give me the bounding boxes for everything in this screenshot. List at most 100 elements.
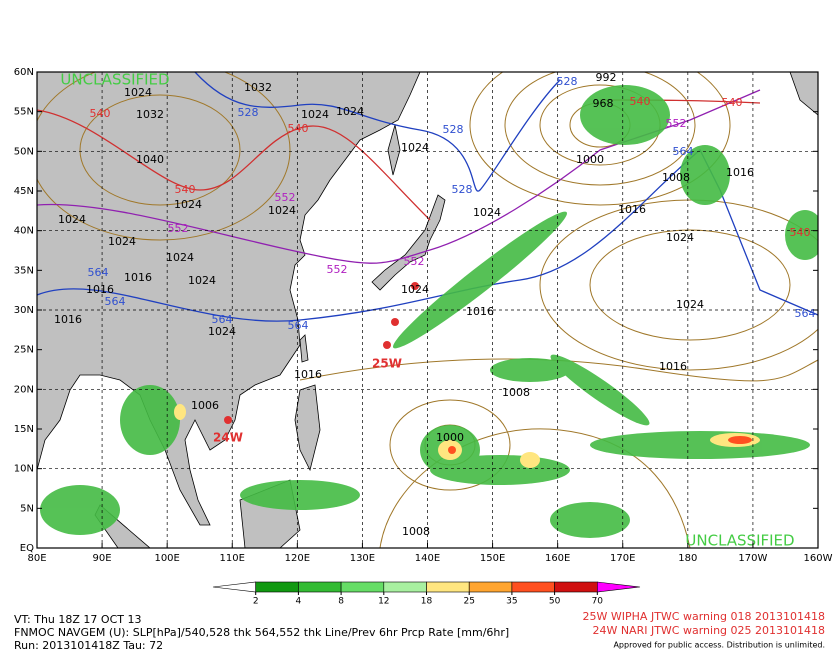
lon-label: 140E	[415, 553, 440, 564]
colorbar-label: 8	[338, 597, 344, 607]
colorbar-label: 25	[463, 597, 474, 607]
contour-label: 1024	[108, 235, 136, 248]
colorbar-label: 4	[296, 597, 302, 607]
run: Run: 2013101418Z Tau: 72	[14, 639, 163, 652]
asia	[37, 72, 421, 526]
colorbar-segment	[255, 581, 299, 593]
contour-label: 1024	[666, 231, 694, 244]
footer: VT: Thu 18Z 17 OCT 13 FNMOC NAVGEM (U): …	[14, 610, 825, 652]
lon-label: 180	[678, 553, 697, 564]
storm-track	[224, 282, 419, 424]
contour-label: 1016	[618, 203, 646, 216]
colorbar-segment	[511, 581, 555, 593]
philippines	[294, 384, 321, 472]
lat-label: 10N	[14, 464, 34, 475]
contour-label: 552	[404, 255, 425, 268]
contour-label: 1024	[676, 298, 704, 311]
contour-label: 1024	[473, 206, 501, 219]
lon-label: 110E	[220, 553, 245, 564]
contour-label: 1040	[136, 153, 164, 166]
japan	[371, 194, 446, 291]
lon-label: 130E	[350, 553, 375, 564]
contour-label: 1024	[401, 283, 429, 296]
lon-label: 80E	[27, 553, 46, 564]
contour-label: 540	[175, 183, 196, 196]
colorbar-segment	[468, 581, 513, 593]
lon-label: 100E	[154, 553, 179, 564]
contour-label: 1024	[124, 86, 152, 99]
colorbar-segment	[554, 581, 598, 593]
contour-label: 1016	[294, 368, 322, 381]
contour-label: 968	[593, 97, 614, 110]
contour-label: 552	[168, 222, 189, 235]
contour-label: 1032	[244, 81, 272, 94]
lon-label: 150E	[480, 553, 505, 564]
precip	[40, 85, 818, 538]
taiwan	[299, 334, 309, 363]
disclaimer: Approved for public access. Distribution…	[613, 641, 825, 650]
colorbar-label: 50	[549, 597, 561, 607]
colorbar-segment	[596, 581, 641, 593]
contour-label: 528	[557, 75, 578, 88]
contour-label: 1024	[188, 274, 216, 287]
lat-label: 30N	[14, 305, 34, 316]
contour-label: 1000	[576, 153, 604, 166]
lat-label: 55N	[14, 107, 34, 118]
valid-time: VT: Thu 18Z 17 OCT 13	[14, 613, 141, 626]
contour-label: 528	[443, 123, 464, 136]
lat-label: 50N	[14, 146, 34, 157]
contour-label: 552	[327, 263, 348, 276]
contour-label: 540	[90, 107, 111, 120]
contour-label: 564	[212, 313, 233, 326]
axes: 60N 55N 50N 45N 40N 35N 30N 25N 20N 15N 10N 5N EQ80E…	[14, 67, 833, 564]
contour-label: 1024	[268, 204, 296, 217]
warning: 24W NARI JTWC warning 025 2013101418	[592, 624, 825, 637]
lon-label: 160E	[545, 553, 570, 564]
contour-label: 1032	[136, 108, 164, 121]
contour-label: 540	[630, 95, 651, 108]
colorbar-segment	[426, 581, 470, 593]
colorbar-label: 35	[506, 597, 517, 607]
contour-label: 1024	[174, 198, 202, 211]
contour-label: 1024	[336, 105, 364, 118]
contour-label: 1016	[659, 360, 687, 373]
contour-label: 992	[596, 71, 617, 84]
contour-label: 1016	[54, 313, 82, 326]
lon-label: 90E	[93, 553, 112, 564]
lat-label: 25N	[14, 345, 34, 356]
contour-labels: 1024 1032 1032 1024 1024 1024 1040 1024 1024 1024…	[54, 71, 816, 538]
contour-label: 1016	[726, 166, 754, 179]
contour-label: 1008	[662, 171, 690, 184]
lat-label: 5N	[20, 503, 34, 514]
contour-label: 1008	[402, 525, 430, 538]
contour-label: 552	[666, 117, 687, 130]
lat-label: EQ	[20, 543, 34, 554]
lat-label: 60N	[14, 67, 34, 78]
contour-label: 1016	[466, 305, 494, 318]
warning: 25W WIPHA JTWC warning 018 2013101418	[583, 610, 825, 623]
classification: UNCLASSIFIED	[685, 532, 794, 550]
lon-label: 170E	[610, 553, 635, 564]
contour-label: 552	[275, 191, 296, 204]
lon-label: 170W	[738, 553, 767, 564]
lat-label: 15N	[14, 424, 34, 435]
alaska	[789, 72, 818, 116]
contour-label: 528	[452, 183, 473, 196]
contour-label: 1008	[502, 386, 530, 399]
contour-label: 1016	[124, 271, 152, 284]
contour-label: 564	[673, 145, 694, 158]
colorbar-segment	[383, 581, 427, 593]
colorbar: 2 4 8 12 18 25 35 50 70	[212, 581, 641, 607]
storm-label: 24W	[213, 431, 243, 445]
lon-label: 120E	[285, 553, 310, 564]
lat-label: 45N	[14, 186, 34, 197]
contour-label: 1024	[401, 141, 429, 154]
description: FNMOC NAVGEM (U): SLP[hPa]/540,528 thk 5…	[14, 626, 509, 639]
classification: UNCLASSIFIED	[60, 71, 169, 89]
lon-label: 160W	[804, 553, 833, 564]
contour-label: 1024	[58, 213, 86, 226]
contour-label: 1024	[166, 251, 194, 264]
contour-label: 564	[105, 295, 126, 308]
contour-label: 1024	[301, 108, 329, 121]
